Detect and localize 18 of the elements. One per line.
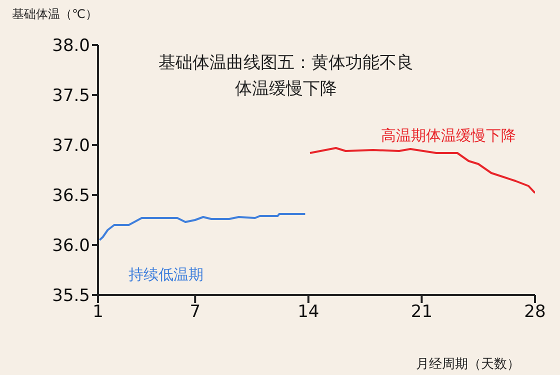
text: 基础体温曲线图五：黄体功能不良体温缓慢下降 [158, 52, 414, 101]
x-axis-title: 月经周期（天数） [416, 356, 520, 373]
y-tick-label: 37.0 [52, 136, 90, 156]
line-series [309, 147, 535, 194]
text: 持续低温期 [128, 265, 204, 284]
x-tick-label: 14 [298, 302, 320, 322]
y-tick-label: 36.0 [52, 236, 90, 256]
x-tick-label: 28 [524, 302, 546, 322]
y-tick-label: 35.5 [52, 286, 90, 306]
y-tick-label: 38.0 [52, 36, 90, 56]
y-axis-title: 基础体温（℃） [12, 6, 98, 23]
series-label: 高温期体温缓慢下降 [381, 126, 516, 146]
y-tick-label: 36.5 [52, 186, 90, 206]
x-tick-label: 7 [190, 302, 201, 322]
x-tick-label: 21 [410, 302, 433, 322]
y-tick-label: 37.5 [52, 86, 90, 106]
line-series [98, 213, 306, 241]
x-tick-label: 1 [92, 302, 104, 322]
